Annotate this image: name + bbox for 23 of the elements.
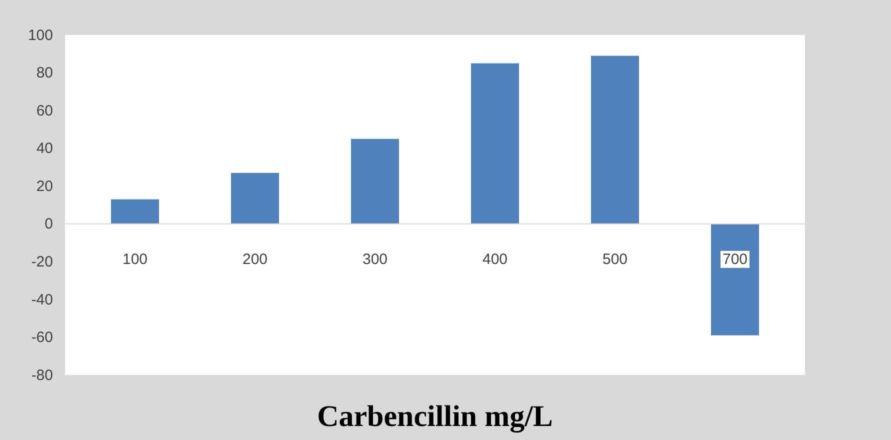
y-tick-label: 60 [36,102,53,120]
y-tick-label: -60 [31,329,53,346]
x-tick-label: 400 [482,250,508,268]
y-tick-label: -20 [31,253,53,270]
x-tick-label: 200 [242,250,268,268]
y-tick-label: 20 [36,178,53,195]
bar [231,172,279,224]
bar [111,199,159,224]
bar [711,224,759,336]
x-tick-label: 100 [122,250,148,268]
y-tick-label: 0 [44,216,53,233]
x-axis-title: Carbencillin mg/L [317,400,553,433]
bar [351,138,399,224]
bar [471,63,519,224]
y-tick-label: 40 [36,140,53,158]
y-tick-label: -40 [31,291,53,308]
y-tick-label: -80 [31,366,53,384]
x-tick-label: 500 [602,250,628,268]
y-tick-label: 80 [36,64,53,82]
y-tick-label: 100 [28,26,53,44]
bar [591,56,639,224]
x-tick-label: 700 [722,250,748,268]
x-tick-label: 300 [362,250,388,268]
